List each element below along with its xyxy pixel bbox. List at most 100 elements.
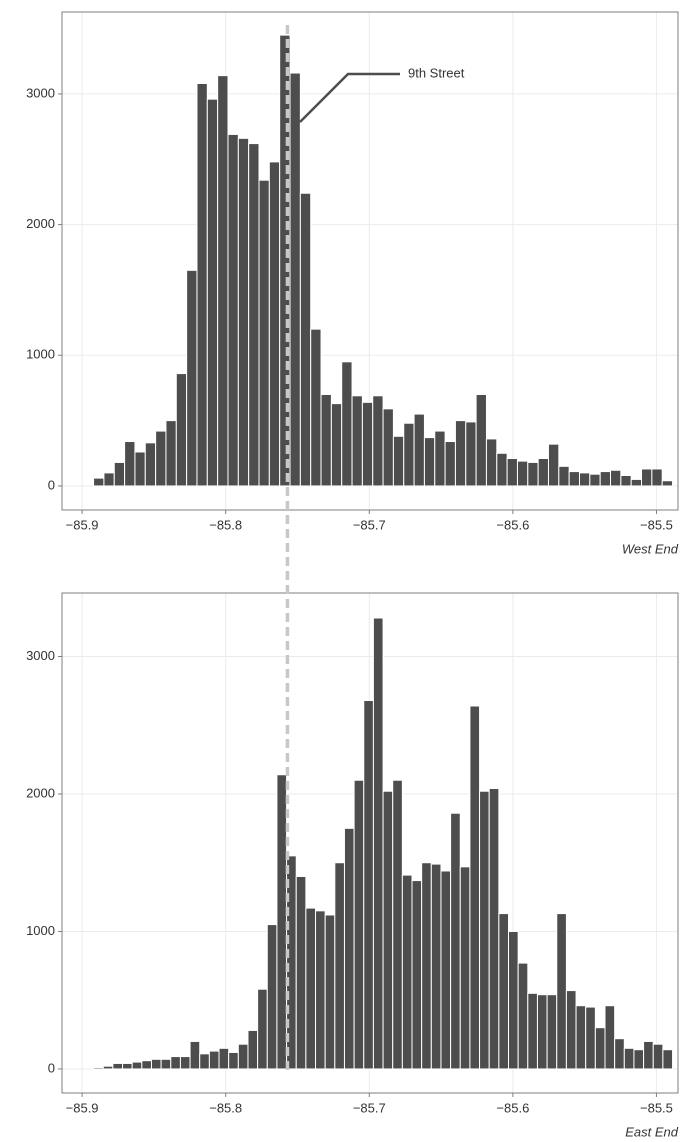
bar xyxy=(361,401,374,487)
bar xyxy=(363,700,374,1070)
bar xyxy=(310,328,322,487)
bar xyxy=(175,373,188,487)
bar xyxy=(527,461,539,487)
bar xyxy=(411,880,423,1070)
bar xyxy=(630,478,643,487)
bar xyxy=(113,461,126,487)
bar xyxy=(401,874,413,1070)
bar xyxy=(257,988,268,1070)
bar xyxy=(651,468,663,487)
y-tick-label: 2000 xyxy=(26,785,55,800)
bar xyxy=(546,994,558,1070)
bar xyxy=(320,393,332,487)
annotation: 9th Street xyxy=(408,65,465,80)
bar xyxy=(165,420,177,487)
bar xyxy=(228,1051,239,1070)
bar xyxy=(155,430,167,487)
y-tick-label: 1000 xyxy=(26,923,55,938)
y-tick-label: 0 xyxy=(48,1060,55,1075)
bar xyxy=(179,1056,191,1070)
bar xyxy=(372,617,384,1070)
bar xyxy=(536,994,548,1070)
x-tick-label: −85.7 xyxy=(353,517,386,532)
bar xyxy=(102,1065,114,1070)
bar xyxy=(589,473,601,487)
bar xyxy=(341,361,353,487)
bar xyxy=(568,471,580,487)
bar xyxy=(604,1005,616,1070)
bar xyxy=(266,924,278,1070)
x-tick-label: −85.6 xyxy=(496,517,529,532)
bar xyxy=(454,420,467,487)
x-tick-label: −85.8 xyxy=(209,517,242,532)
y-tick-label: 3000 xyxy=(26,85,55,100)
bar xyxy=(144,442,157,487)
bar xyxy=(170,1056,181,1070)
bar xyxy=(258,179,270,487)
x-tick-label: −85.9 xyxy=(66,517,99,532)
y-tick-label: 1000 xyxy=(26,347,55,362)
bar xyxy=(620,475,632,487)
bar xyxy=(508,930,519,1070)
bar xyxy=(196,82,208,487)
bar xyxy=(93,1067,104,1070)
bar xyxy=(423,437,436,487)
bar xyxy=(330,403,343,487)
bar xyxy=(218,1047,230,1070)
bar xyxy=(430,863,442,1070)
bar xyxy=(237,1043,249,1070)
bar xyxy=(496,452,508,487)
bar xyxy=(506,458,518,487)
plot-border xyxy=(61,592,679,1094)
bar xyxy=(150,1058,162,1070)
x-tick-label: −85.6 xyxy=(496,1100,529,1115)
bar xyxy=(372,395,384,487)
bar xyxy=(189,1040,201,1070)
bar xyxy=(488,787,500,1070)
bar xyxy=(479,790,490,1070)
bar xyxy=(112,1062,124,1070)
bar xyxy=(248,143,260,487)
bar xyxy=(237,137,250,487)
bar xyxy=(575,1005,587,1070)
bar xyxy=(247,1029,259,1070)
bar xyxy=(343,827,355,1070)
bar xyxy=(305,907,317,1070)
bar xyxy=(641,468,653,487)
bar xyxy=(124,441,136,487)
bar xyxy=(160,1058,172,1070)
bar xyxy=(299,192,312,487)
bar xyxy=(276,774,288,1070)
bar xyxy=(199,1053,210,1070)
bar xyxy=(547,443,560,487)
x-tick-label: −85.5 xyxy=(640,517,673,532)
bar xyxy=(610,469,622,487)
bar xyxy=(652,1043,664,1070)
bar xyxy=(623,1047,635,1070)
bar xyxy=(633,1049,645,1070)
bar xyxy=(585,1006,596,1070)
bar xyxy=(403,422,415,487)
bar xyxy=(421,862,432,1070)
bar xyxy=(434,430,446,487)
bar xyxy=(599,471,612,487)
bar xyxy=(134,451,146,487)
bar xyxy=(103,472,115,487)
bar xyxy=(498,913,510,1070)
bar xyxy=(485,438,498,487)
bar xyxy=(578,472,591,487)
bar xyxy=(537,458,549,487)
bar xyxy=(227,133,239,487)
bar xyxy=(268,161,281,487)
bar xyxy=(565,990,577,1070)
bar xyxy=(93,477,105,487)
x-axis-label: West End xyxy=(622,541,679,556)
bar xyxy=(662,1049,674,1070)
x-tick-label: −85.8 xyxy=(209,1100,242,1115)
bar xyxy=(353,779,365,1070)
bar xyxy=(517,962,529,1070)
bar xyxy=(315,910,326,1070)
bar xyxy=(295,875,307,1070)
bar xyxy=(289,72,301,487)
